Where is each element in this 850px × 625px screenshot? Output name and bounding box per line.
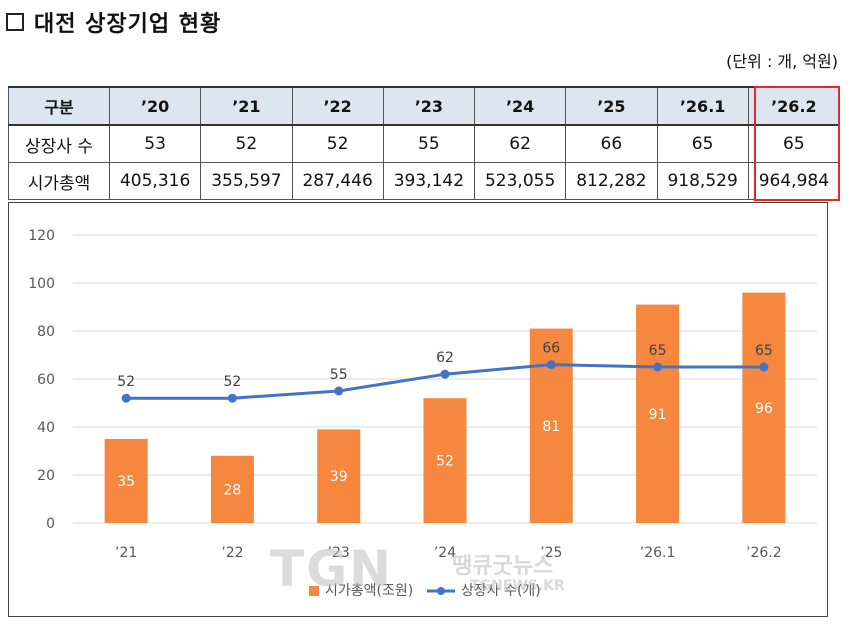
bar [423, 398, 467, 523]
x-tick-label: ’26.2 [746, 545, 782, 561]
y-tick-label: 60 [37, 372, 55, 388]
y-tick-label: 20 [37, 468, 55, 484]
legend-swatch-bar [309, 586, 319, 596]
bar-data-label: 52 [436, 454, 454, 470]
table-cell: 287,446 [291, 162, 384, 200]
line-data-label: 52 [117, 374, 135, 390]
table-cell: 812,282 [565, 162, 658, 200]
table-header-year: ’25 [565, 86, 658, 126]
bar-data-label: 91 [649, 407, 667, 423]
line-data-label: 65 [755, 343, 773, 359]
table-cell: 66 [565, 124, 658, 163]
table-cell: 52 [291, 124, 384, 163]
line-data-label: 65 [649, 343, 667, 359]
line-data-label: 62 [436, 350, 454, 366]
bar-data-label: 39 [330, 469, 348, 485]
table-cell: 393,142 [382, 162, 476, 200]
x-tick-label: ’21 [115, 545, 137, 561]
page-title: 대전 상장기업 현황 [6, 6, 221, 38]
x-tick-label: ’22 [221, 545, 243, 561]
table-header-row: 구분 ’20 ’21 ’22 ’23 ’24 ’25 ’26.1 ’26.2 [8, 86, 841, 126]
bar [742, 292, 786, 523]
table-header-year: ’22 [291, 86, 384, 126]
legend-label: 시가총액(조원) [325, 583, 413, 599]
table-cell: 65 [656, 124, 749, 163]
line-data-label: 52 [224, 374, 242, 390]
line-point [440, 369, 450, 379]
table-cell: 918,529 [656, 162, 749, 200]
legend-label: 상장사 수(개) [461, 583, 541, 599]
table-header-year: ’26.1 [656, 86, 749, 126]
table-cell: 523,055 [473, 162, 567, 200]
line-data-label: 66 [542, 341, 560, 357]
table-cell: 55 [382, 124, 476, 163]
table-cell: 53 [108, 124, 202, 163]
bar-data-label: 28 [224, 482, 242, 498]
table-header-year: ’20 [108, 86, 202, 126]
unit-label: (단위 : 개, 억원) [726, 52, 838, 71]
y-tick-label: 0 [46, 516, 55, 532]
watermark-logo: TGN [270, 540, 393, 598]
table-row: 상장사 수 53 52 52 55 62 66 65 65 [8, 124, 841, 163]
table-cell: 355,597 [200, 162, 293, 200]
table-cell: 964,984 [747, 162, 841, 200]
table-row-label: 시가총액 [8, 162, 110, 200]
line-point [759, 362, 769, 372]
line-point [121, 393, 131, 403]
legend-swatch-point [437, 587, 445, 595]
bar-data-label: 35 [117, 474, 135, 490]
x-tick-label: ’24 [434, 545, 456, 561]
line-point [227, 393, 237, 403]
y-tick-label: 40 [37, 420, 55, 436]
line-point [653, 362, 663, 372]
bar [636, 304, 680, 523]
line-data-label: 55 [330, 367, 348, 383]
table-cell: 62 [473, 124, 567, 163]
watermark-url: TGNEWS.KR [470, 578, 565, 594]
bar-data-label: 81 [542, 419, 560, 435]
table-header-year: ’24 [473, 86, 567, 126]
y-tick-label: 120 [28, 228, 55, 244]
table-header-year: ’23 [382, 86, 476, 126]
table-row-label: 상장사 수 [8, 124, 110, 163]
table-cell: 52 [200, 124, 293, 163]
y-tick-label: 80 [37, 324, 55, 340]
line-point [334, 386, 344, 396]
bar-data-label: 96 [755, 401, 773, 417]
checkbox-icon [6, 13, 24, 31]
x-tick-label: ’26.1 [640, 545, 676, 561]
table-cell: 65 [747, 124, 841, 163]
watermark-name: 땡큐굿뉴스 [452, 554, 554, 579]
bar [210, 455, 254, 523]
x-tick-label: ’23 [328, 545, 350, 561]
bar [317, 429, 361, 523]
bar [104, 439, 148, 523]
combo-chart: 0 20 40 60 80 100 120 35 28 39 52 81 91 96 ’21 ’22 ’23 ’2… [28, 228, 817, 599]
line-point [546, 360, 556, 370]
table-header-label: 구분 [8, 86, 110, 126]
x-tick-label: ’25 [540, 545, 562, 561]
page-title-text: 대전 상장기업 현황 [34, 12, 222, 37]
table-header-year: ’26.2 [747, 86, 841, 126]
table-header-year: ’21 [200, 86, 293, 126]
chart-frame: 0 20 40 60 80 100 120 35 28 39 52 81 91 96 ’21 ’22 ’23 ’2… [8, 202, 828, 617]
y-tick-label: 100 [28, 276, 55, 292]
table-cell: 405,316 [108, 162, 202, 200]
summary-table: 구분 ’20 ’21 ’22 ’23 ’24 ’25 ’26.1 ’26.2 상… [8, 86, 841, 200]
table-row: 시가총액 405,316 355,597 287,446 393,142 523… [8, 162, 841, 200]
